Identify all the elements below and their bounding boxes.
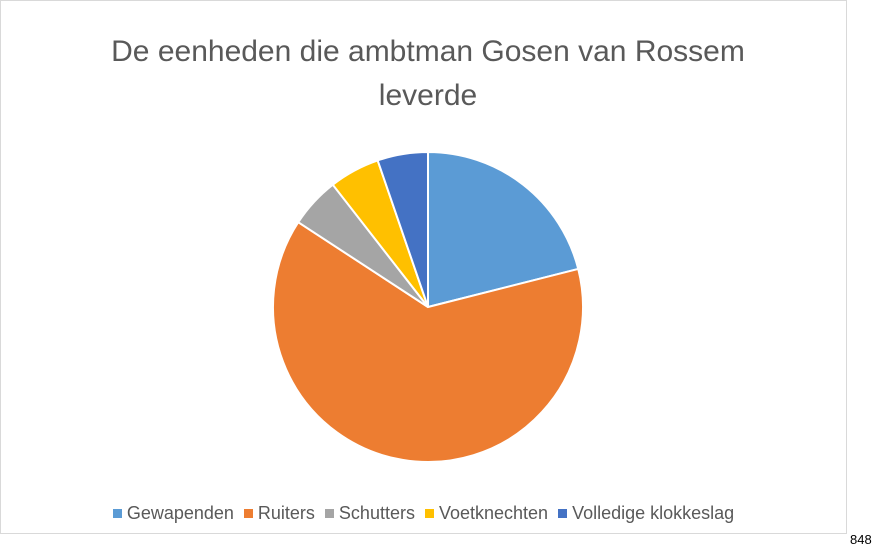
pie-slice: [427, 150, 580, 309]
legend-label: Gewapenden: [126, 503, 234, 523]
legend-label: Voetknechten: [438, 503, 549, 523]
legend-item: Schutters: [324, 503, 415, 524]
pie-slice: [272, 220, 584, 463]
page-number: 848: [850, 532, 872, 547]
legend-swatch: [324, 509, 334, 518]
legend-item: Volledige klokkeslag: [558, 503, 734, 524]
legend-item: Gewapenden: [112, 503, 234, 524]
legend-swatch: [424, 509, 434, 518]
legend: Gewapenden Ruiters Schutters Voetknechten Vo…: [0, 503, 847, 524]
legend-item: Ruiters: [243, 503, 315, 524]
pie-slice: [376, 150, 429, 308]
legend-label: Ruiters: [257, 503, 315, 523]
legend-swatch: [558, 509, 568, 518]
chart: [272, 150, 584, 463]
chart-title: De eenheden die ambtman Gosen van Rossem…: [111, 35, 745, 112]
legend-swatch: [243, 509, 253, 518]
legend-item: Voetknechten: [424, 503, 549, 524]
chart-frame: [0, 0, 847, 534]
legend-label: Schutters: [338, 503, 415, 523]
legend-label: Volledige klokkeslag: [572, 503, 735, 523]
legend-swatch: [112, 509, 122, 518]
